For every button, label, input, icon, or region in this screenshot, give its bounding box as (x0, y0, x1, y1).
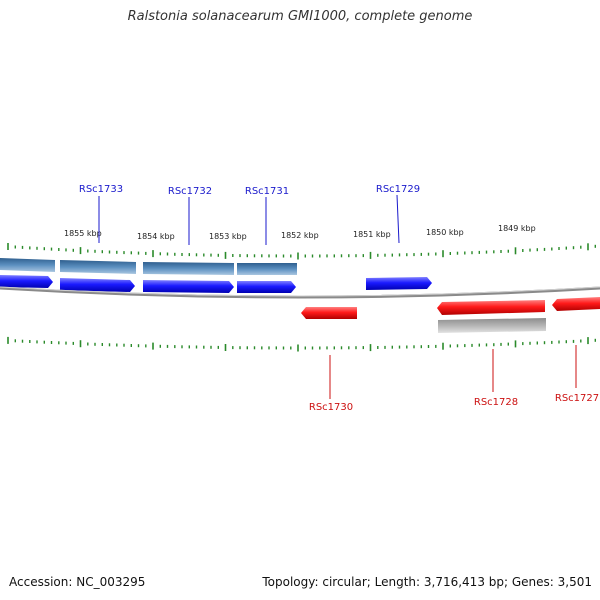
forward-gene-leaders (98, 194, 400, 245)
genome-summary-text: Topology: circular; Length: 3,716,413 bp… (262, 575, 592, 589)
reverse-gene-track (301, 297, 600, 319)
reverse-gene-leaders (329, 345, 577, 399)
cds-feature (237, 263, 297, 275)
gene-label[interactable]: RSc1727 (555, 393, 599, 404)
gene-arrow-reverse (437, 300, 545, 315)
gene-arrow-reverse (552, 297, 600, 311)
map-title: Ralstonia solanacearum GMI1000, complete… (127, 9, 473, 24)
label-leader (396, 194, 400, 244)
cds-feature (60, 260, 136, 274)
gene-label[interactable]: RSc1733 (79, 184, 123, 195)
genome-backbone-highlight (0, 286, 600, 297)
gene-arrow-reverse (301, 307, 357, 319)
forward-gene-track (0, 275, 432, 293)
genome-backbone (0, 286, 600, 299)
gene-arrow-forward (0, 275, 53, 288)
scale-label: 1849 kbp (498, 224, 536, 233)
gene-arrow-forward (237, 281, 296, 293)
accession-text: Accession: NC_003295 (9, 575, 146, 589)
gene-label[interactable]: RSc1730 (309, 402, 353, 413)
gene-label[interactable]: RSc1731 (245, 186, 289, 197)
cds-feature (143, 262, 234, 275)
inner-scale-ticks (7, 336, 596, 352)
scale-label: 1850 kbp (426, 228, 464, 237)
scale-label: 1854 kbp (137, 232, 175, 241)
cds-feature (0, 258, 55, 272)
scale-label: 1851 kbp (353, 230, 391, 239)
outer-scale-ticks (7, 243, 596, 260)
gene-arrow-forward (143, 280, 234, 293)
scale-label: 1853 kbp (209, 232, 247, 241)
gene-arrow-forward (60, 278, 135, 292)
gene-arrow-forward (366, 277, 432, 290)
grey-feature (438, 318, 546, 333)
scale-label: 1855 kbp (64, 229, 102, 238)
cds-feature-track (0, 258, 297, 275)
gene-label[interactable]: RSc1728 (474, 397, 518, 408)
gene-label[interactable]: RSc1732 (168, 186, 212, 197)
gene-label[interactable]: RSc1729 (376, 184, 420, 195)
scale-label: 1852 kbp (281, 231, 319, 240)
